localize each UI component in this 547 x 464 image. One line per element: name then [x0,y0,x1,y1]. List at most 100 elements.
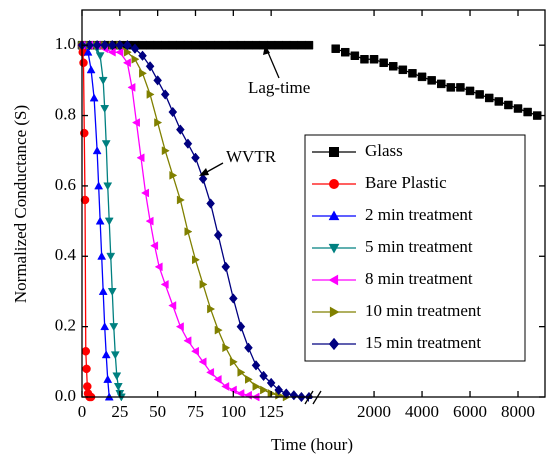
data-point [207,304,216,314]
data-point [160,40,170,50]
x-tick-label: 125 [258,402,284,421]
legend-marker [328,337,340,351]
data-point [109,323,119,332]
data-point [408,69,417,78]
data-point [389,62,398,71]
data-point [199,279,208,289]
data-point [192,255,201,265]
data-point [251,360,261,371]
legend-label: 2 min treatment [365,205,473,224]
data-point [214,325,223,335]
data-point [206,40,215,50]
legend-label: Bare Plastic [365,173,447,192]
series-line [82,44,287,398]
data-point [100,105,110,114]
data-point [83,382,92,391]
data-point [289,40,299,50]
data-point [331,44,340,53]
data-point [161,146,170,156]
data-point [221,382,230,391]
data-point [136,153,145,163]
data-point [436,79,446,89]
data-point [169,170,178,180]
data-point [513,104,523,113]
x-tick-label: 6000 [453,402,487,421]
data-point [369,55,379,64]
data-point [456,83,465,92]
data-point [101,140,111,149]
data-point [130,43,140,54]
data-point [237,367,246,377]
data-point [95,216,105,225]
data-point [101,350,111,359]
data-point [198,40,208,50]
data-point [100,39,110,51]
data-point [153,75,162,86]
data-point [191,152,200,163]
data-point [228,293,238,304]
data-point [139,68,148,78]
data-point [183,40,193,50]
legend-label: 5 min treatment [365,237,473,256]
data-point [160,89,170,100]
y-tick-label: 1.0 [55,34,76,53]
x-tick-label: 4000 [405,402,439,421]
data-point [222,343,231,353]
data-point [100,322,110,331]
data-point [289,390,299,401]
data-point [297,40,306,50]
data-point [213,229,223,241]
annotation-arrowhead [199,168,209,176]
data-point [259,370,268,382]
data-point [95,52,105,61]
data-point [145,216,154,226]
data-point [115,39,125,51]
legend-marker [329,147,339,157]
data-point [252,382,261,391]
data-point [138,40,147,50]
data-point [122,58,131,68]
data-point [244,374,253,384]
data-point [176,124,185,135]
data-point [229,40,238,50]
legend-marker [328,274,339,286]
data-point [236,321,246,332]
data-point [138,50,147,61]
data-point [123,47,132,57]
data-point [106,252,116,261]
data-point [206,367,215,377]
data-point [446,83,456,92]
data-point [176,40,185,50]
data-point [146,90,155,99]
data-point [131,118,140,128]
data-point [350,51,360,60]
data-point [107,288,117,296]
y-tick-label: 0.4 [55,245,77,264]
y-axis-label: Normalized Conductance (S) [11,105,30,303]
data-point [112,372,122,381]
data-point [89,93,99,102]
data-point [168,106,178,118]
data-point [153,40,162,50]
data-point [83,47,93,56]
data-point [79,58,88,68]
annotation-arrow [266,49,280,79]
x-tick-label: 50 [149,402,166,421]
y-tick-label: 0.6 [55,175,76,194]
data-point [236,389,245,398]
data-point [176,195,185,205]
y-tick-label: 0.0 [55,386,76,405]
data-point [92,146,102,155]
data-point [221,261,231,273]
x-tick-label: 2000 [357,402,391,421]
data-point [85,39,94,51]
data-point [110,351,120,360]
data-point [266,40,276,50]
data-point [86,65,96,74]
series-line [335,48,538,117]
y-tick-label: 0.8 [55,104,76,123]
data-point [141,188,150,198]
data-point [260,385,269,395]
data-point [145,40,155,50]
x-tick-label: 75 [187,402,204,421]
